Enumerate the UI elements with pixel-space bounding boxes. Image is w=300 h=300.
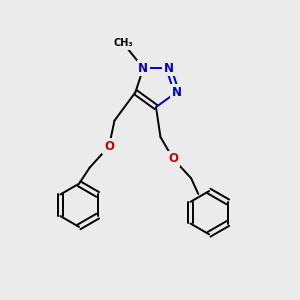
Text: N: N — [172, 86, 182, 99]
Text: N: N — [164, 61, 174, 74]
Text: CH₃: CH₃ — [114, 38, 134, 48]
Text: O: O — [104, 140, 114, 153]
Text: O: O — [168, 152, 178, 165]
Text: N: N — [138, 61, 148, 74]
